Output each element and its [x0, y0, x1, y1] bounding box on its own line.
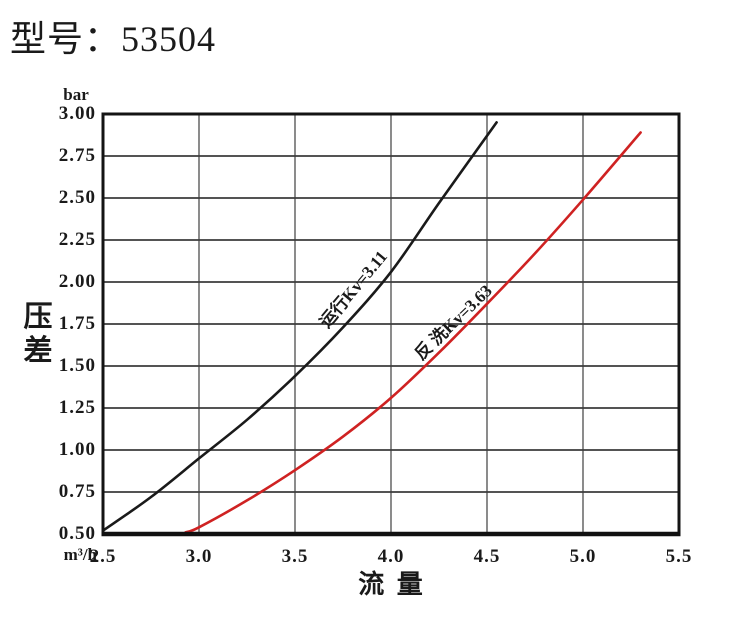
y-tick-label: 2.25 — [58, 229, 96, 250]
y-tick-label: 2.75 — [58, 145, 96, 166]
x-tick-label: 3.0 — [185, 546, 213, 567]
y-tick-label: 1.00 — [58, 439, 96, 460]
y-tick-label: 2.50 — [58, 187, 96, 208]
x-axis-unit: m³/h — [63, 545, 97, 564]
y-axis-title: 压差 — [23, 301, 53, 367]
x-tick-label: 4.0 — [377, 546, 405, 567]
y-tick-label: 2.00 — [58, 271, 96, 292]
y-tick-label: 1.75 — [58, 313, 96, 334]
x-tick-label: 3.5 — [281, 546, 309, 567]
x-tick-label: 2.5 — [89, 546, 117, 567]
chart-canvas — [101, 112, 681, 537]
y-tick-label: 1.25 — [58, 397, 96, 418]
x-tick-label: 5.5 — [665, 546, 693, 567]
x-tick-label: 5.0 — [569, 546, 597, 567]
series-curve-1 — [184, 131, 642, 534]
y-tick-label: 0.75 — [58, 481, 96, 502]
x-axis-title: 流 量 — [358, 570, 426, 599]
series-curve-0 — [101, 121, 498, 532]
y-tick-label: 1.50 — [58, 355, 96, 376]
y-axis-unit: bar — [63, 85, 89, 104]
page-title: 型号：53504 — [10, 19, 217, 59]
y-tick-label: 0.50 — [58, 523, 96, 544]
y-tick-label: 3.00 — [58, 103, 96, 124]
x-tick-label: 4.5 — [473, 546, 501, 567]
